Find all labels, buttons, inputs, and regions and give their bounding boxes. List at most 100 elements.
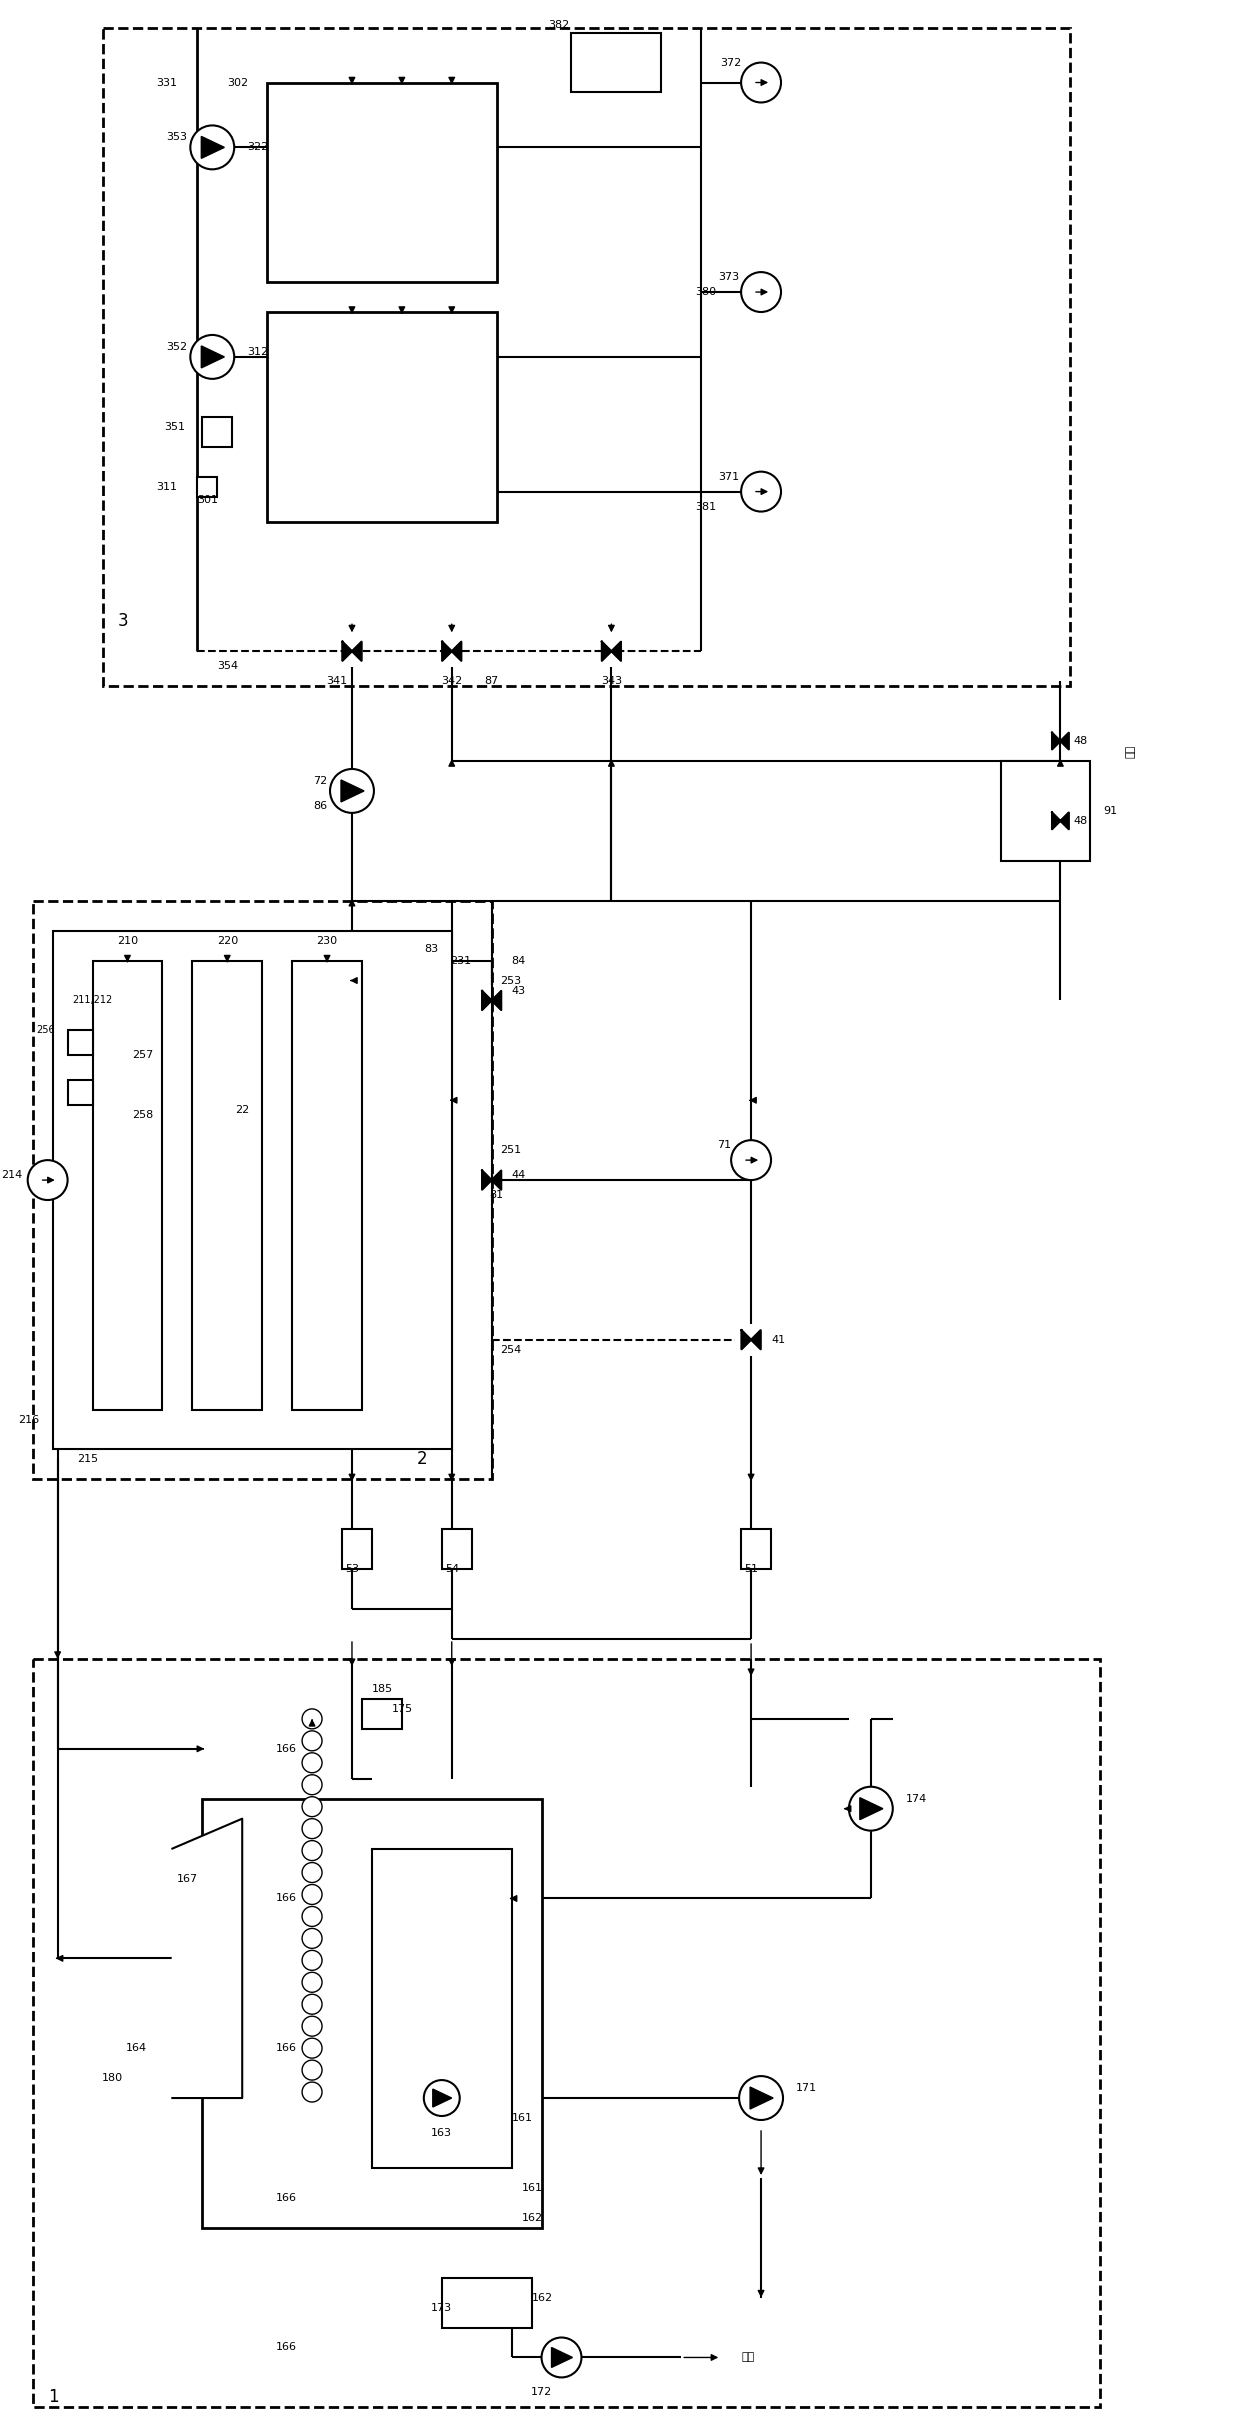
Text: 纯水: 纯水 [1125, 744, 1136, 758]
Circle shape [303, 2037, 322, 2059]
Bar [441, 2278, 532, 2326]
Polygon shape [750, 2088, 773, 2110]
Text: 54: 54 [445, 1563, 459, 1575]
Text: 302: 302 [227, 78, 248, 88]
Text: 171: 171 [796, 2083, 817, 2093]
Bar [192, 960, 262, 1410]
Text: 185: 185 [372, 1685, 393, 1694]
Text: 51: 51 [744, 1563, 758, 1575]
Polygon shape [201, 136, 224, 158]
Polygon shape [492, 992, 501, 1009]
Text: 254: 254 [500, 1344, 521, 1354]
Text: 161: 161 [522, 2183, 543, 2193]
Polygon shape [1052, 732, 1060, 749]
Text: 2: 2 [417, 1451, 427, 1468]
Text: 44: 44 [512, 1169, 526, 1179]
Bar [1001, 761, 1090, 861]
Text: 382: 382 [548, 19, 569, 29]
Bar [572, 32, 661, 92]
Text: 342: 342 [441, 676, 463, 686]
Circle shape [303, 1840, 322, 1860]
Text: 341: 341 [326, 676, 347, 686]
Bar [742, 1529, 771, 1570]
Circle shape [303, 1972, 322, 1993]
Circle shape [303, 1797, 322, 1816]
Circle shape [303, 1818, 322, 1838]
Text: 161: 161 [512, 2113, 533, 2122]
Text: 257: 257 [131, 1050, 153, 1060]
Text: 84: 84 [512, 955, 526, 965]
Circle shape [330, 768, 374, 812]
Text: 1: 1 [47, 2387, 58, 2407]
Text: 48: 48 [1074, 737, 1087, 746]
Bar [342, 1529, 372, 1570]
Text: 81: 81 [490, 1191, 503, 1201]
Bar [293, 960, 362, 1410]
Text: 166: 166 [277, 1894, 298, 1903]
Polygon shape [352, 642, 362, 661]
Text: 372: 372 [720, 58, 742, 68]
Bar [202, 1799, 542, 2227]
Text: 87: 87 [485, 676, 498, 686]
Text: 215: 215 [78, 1454, 99, 1463]
Bar [441, 1529, 471, 1570]
Polygon shape [482, 1169, 492, 1189]
Text: 22: 22 [236, 1106, 249, 1116]
Text: 373: 373 [718, 272, 739, 282]
Polygon shape [492, 1169, 501, 1189]
Polygon shape [342, 642, 352, 661]
Text: 354: 354 [217, 661, 238, 671]
Polygon shape [552, 2348, 573, 2368]
Polygon shape [443, 642, 451, 661]
Circle shape [303, 2081, 322, 2103]
Circle shape [303, 1709, 322, 1728]
Text: 173: 173 [432, 2302, 453, 2312]
Text: 166: 166 [277, 2343, 298, 2353]
Text: 231: 231 [450, 955, 471, 965]
Text: 163: 163 [432, 2127, 453, 2137]
Bar [68, 1079, 93, 1106]
Polygon shape [451, 642, 461, 661]
Text: 180: 180 [102, 2074, 123, 2083]
Text: 253: 253 [500, 975, 521, 985]
Circle shape [424, 2081, 460, 2115]
Circle shape [303, 1950, 322, 1969]
Bar [103, 27, 1070, 686]
Circle shape [190, 335, 234, 379]
Polygon shape [482, 992, 492, 1009]
Text: 353: 353 [166, 131, 187, 143]
Text: 351: 351 [165, 421, 185, 433]
Polygon shape [341, 780, 365, 802]
Text: 53: 53 [345, 1563, 358, 1575]
Polygon shape [1060, 812, 1069, 829]
Text: 230: 230 [316, 936, 337, 946]
Circle shape [732, 1140, 771, 1179]
Circle shape [303, 2015, 322, 2037]
Bar [362, 1699, 402, 1728]
Text: 172: 172 [531, 2387, 552, 2397]
Text: 371: 371 [718, 472, 739, 481]
Bar [68, 1031, 93, 1055]
Text: 162: 162 [522, 2212, 543, 2222]
Bar [197, 476, 217, 496]
Text: 211,212: 211,212 [73, 994, 113, 1006]
Circle shape [303, 1862, 322, 1882]
Bar [52, 931, 451, 1449]
Text: 301: 301 [197, 493, 218, 506]
Text: 166: 166 [277, 2193, 298, 2202]
Polygon shape [1060, 732, 1069, 749]
Text: 322: 322 [247, 143, 268, 153]
Bar [93, 960, 162, 1410]
Text: 220: 220 [217, 936, 238, 946]
Text: 43: 43 [512, 985, 526, 997]
Circle shape [542, 2339, 582, 2378]
Text: 311: 311 [156, 481, 177, 491]
Circle shape [742, 272, 781, 311]
Text: 256: 256 [36, 1026, 55, 1036]
Text: 380: 380 [696, 287, 717, 297]
Polygon shape [751, 1330, 760, 1349]
Text: 71: 71 [717, 1140, 732, 1150]
Bar [32, 1658, 1100, 2407]
Bar [267, 311, 497, 523]
Text: 251: 251 [500, 1145, 521, 1155]
